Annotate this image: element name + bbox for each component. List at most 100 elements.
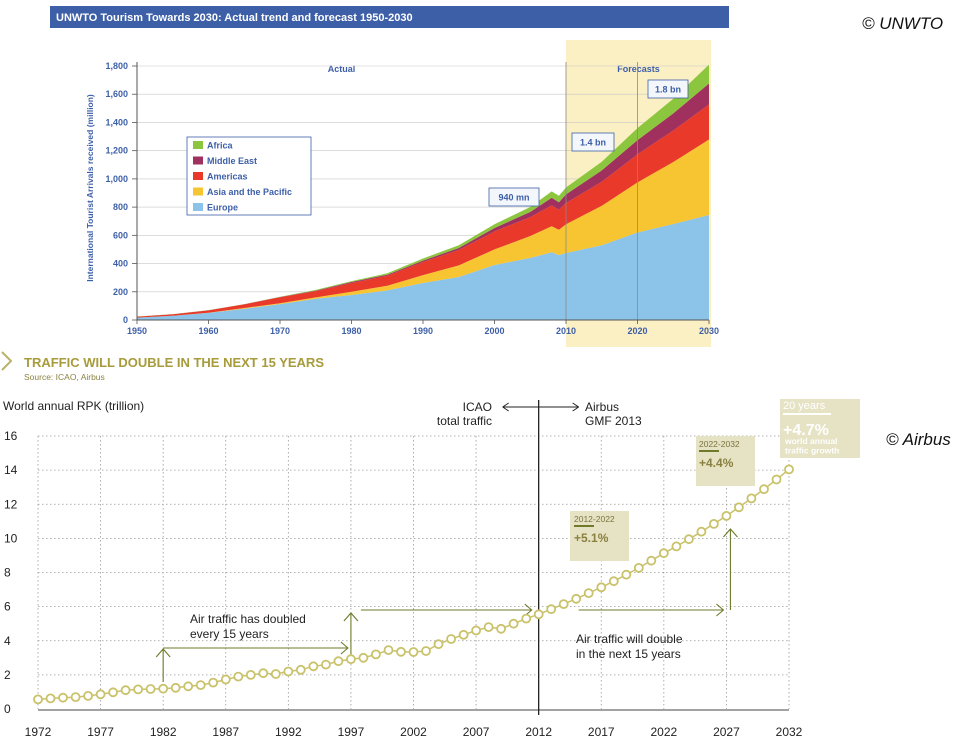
y-tick-label: 200 xyxy=(113,287,128,297)
annotation-past: Air traffic has doubled every 15 years xyxy=(190,612,306,641)
data-point xyxy=(596,582,607,593)
x-tick-label: 1960 xyxy=(198,326,218,336)
growth-box-period: 2012-2022 xyxy=(574,514,615,524)
data-point xyxy=(158,683,169,694)
divider-label-airbus: Airbus GMF 2013 xyxy=(585,400,642,428)
annotation-box xyxy=(571,132,615,152)
y-tick-label: 16 xyxy=(4,429,18,443)
data-point xyxy=(546,604,557,615)
data-point xyxy=(345,654,356,665)
credit-unwto: © UNWTO xyxy=(862,14,944,33)
data-point xyxy=(721,511,732,521)
x-tick-label: 2020 xyxy=(627,326,647,336)
data-point xyxy=(433,639,444,650)
data-point xyxy=(33,694,43,705)
data-point xyxy=(133,684,144,695)
legend-box xyxy=(186,136,312,216)
chart-title-banner xyxy=(50,6,729,28)
y-tick-label: 4 xyxy=(4,634,11,648)
y-tick-label: 8 xyxy=(4,566,11,580)
arrow-right-icon xyxy=(163,641,349,655)
data-point xyxy=(446,634,457,644)
y-tick-label: 12 xyxy=(4,497,18,511)
chart-title: UNWTO Tourism Towards 2030: Actual trend… xyxy=(56,12,413,24)
legend-swatch xyxy=(193,203,203,211)
growth-box-2022-2032 xyxy=(696,436,755,486)
data-point xyxy=(671,541,682,552)
annotation-label: 1.4 bn xyxy=(580,138,606,148)
data-point xyxy=(646,555,657,566)
growth-box-rate: +5.1% xyxy=(574,531,609,545)
x-tick-label: 1987 xyxy=(212,725,239,738)
divider-label-icao: ICAO total traffic xyxy=(437,400,492,428)
data-point xyxy=(283,666,294,677)
x-tick-label: 1977 xyxy=(87,725,114,738)
growth-box-note: world annual traffic growth xyxy=(784,436,839,456)
x-tick-label: 2010 xyxy=(556,326,576,336)
data-point xyxy=(458,629,469,640)
data-point xyxy=(709,519,719,529)
data-point xyxy=(195,680,206,690)
y-tick-label: 10 xyxy=(4,531,18,545)
annotation-label: 1.8 bn xyxy=(655,85,681,95)
y-axis-label: International Tourist Arrivals received … xyxy=(85,94,95,282)
x-tick-label: 1992 xyxy=(275,725,302,738)
tourism-area-chart: UNWTO Tourism Towards 2030: Actual trend… xyxy=(50,6,729,347)
x-tick-label: 2012 xyxy=(525,725,552,738)
x-tick-label: 1997 xyxy=(338,725,365,738)
x-tick-label: 2032 xyxy=(776,725,803,738)
y-tick-label: 600 xyxy=(113,230,128,240)
y-axis-label: World annual RPK (trillion) xyxy=(3,399,144,413)
data-point xyxy=(658,548,669,559)
arrow-right-icon xyxy=(578,603,725,617)
data-point xyxy=(521,613,532,624)
chart-subtitle: Source: ICAO, Airbus xyxy=(24,372,105,382)
legend-label: Asia and the Pacific xyxy=(207,187,292,197)
data-point xyxy=(483,622,494,632)
annotation-label: 940 mn xyxy=(498,193,529,203)
chart-title: TRAFFIC WILL DOUBLE IN THE NEXT 15 YEARS xyxy=(24,355,324,370)
region-label-forecasts: Forecasts xyxy=(617,64,660,74)
y-tick-label: 1,400 xyxy=(105,117,128,127)
y-tick-label: 1,800 xyxy=(105,61,128,71)
growth-box-period: 20 years xyxy=(783,400,826,412)
data-point xyxy=(58,692,68,703)
x-tick-label: 1982 xyxy=(150,725,177,738)
data-point xyxy=(70,692,81,702)
data-point xyxy=(258,668,269,679)
data-point xyxy=(558,599,569,609)
data-point xyxy=(95,689,106,700)
y-tick-label: 1,600 xyxy=(105,89,128,99)
data-point xyxy=(583,588,594,598)
data-point xyxy=(333,656,344,667)
data-point xyxy=(358,652,369,663)
legend-swatch xyxy=(193,187,203,196)
data-point xyxy=(784,464,794,475)
data-point xyxy=(145,684,156,694)
annotation-box xyxy=(647,79,689,99)
data-point xyxy=(308,661,319,672)
data-point xyxy=(533,609,544,620)
legend-label: Middle East xyxy=(207,156,257,166)
data-point xyxy=(320,659,331,670)
x-tick-label: 1950 xyxy=(127,326,147,336)
data-point xyxy=(421,646,431,656)
legend-swatch xyxy=(193,156,203,165)
x-tick-label: 2002 xyxy=(400,725,427,738)
legend-label: Europe xyxy=(207,203,238,213)
growth-box-2012-2022 xyxy=(570,511,629,561)
arrowhead-icon xyxy=(502,402,579,412)
data-point xyxy=(734,502,744,513)
arrow-right-icon xyxy=(360,603,533,617)
growth-box-20-years xyxy=(780,399,860,458)
data-point xyxy=(183,681,194,692)
data-point xyxy=(508,618,519,629)
y-tick-label: 2 xyxy=(4,668,11,682)
data-point xyxy=(408,647,419,657)
data-point xyxy=(45,693,56,704)
annotation-box xyxy=(488,187,540,207)
data-point xyxy=(621,569,632,580)
arrow-up-icon xyxy=(343,612,359,662)
data-point xyxy=(746,493,757,504)
data-point xyxy=(370,649,381,660)
